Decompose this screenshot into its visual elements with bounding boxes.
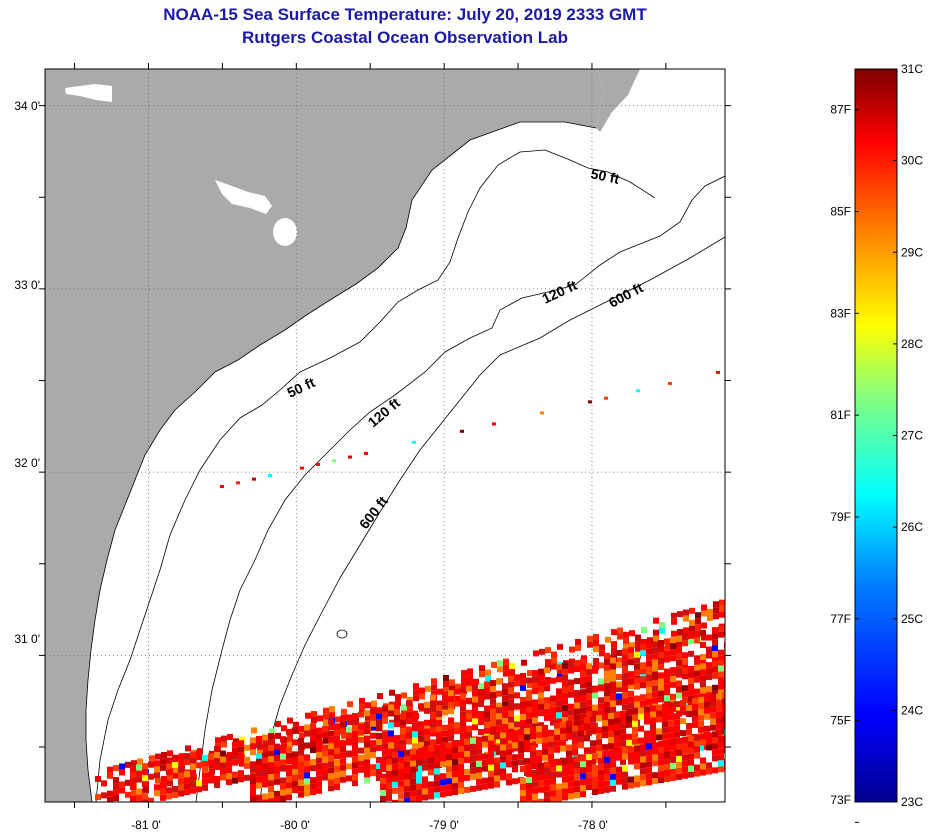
colorbar-label-fahrenheit: 73F (830, 793, 851, 807)
colorbar-label-celsius: 31C (901, 62, 923, 76)
inland-lake (65, 84, 112, 102)
colorbar-label-celsius: 23C (901, 795, 923, 809)
isobath-50ft (95, 149, 656, 802)
map-title: NOAA-15 Sea Surface Temperature: July 20… (163, 5, 647, 24)
isobath-600ft (259, 236, 725, 802)
colorbar-label-celsius: 26C (901, 520, 923, 534)
colorbar-label-fahrenheit: 87F (830, 103, 851, 117)
isobath-120ft (195, 175, 725, 802)
isobath-label-50ft: 50 ft (589, 165, 621, 187)
land-area-northeast (596, 69, 640, 132)
sst-swath (95, 370, 725, 802)
land-area (45, 69, 604, 802)
lat-label: 32 0' (14, 456, 40, 470)
colorbar-label-fahrenheit: 81F (830, 408, 851, 422)
lat-label: 34 0' (14, 99, 40, 113)
colorbar-label-celsius: 24C (901, 703, 923, 717)
lon-label: -79 0' (429, 818, 459, 832)
colorbar-label-fahrenheit: 85F (830, 205, 851, 219)
colorbar-label-celsius: 25C (901, 612, 923, 626)
colorbar-labels: 31C 30C 29C 28C 27C 26C 25C 24C 23C 87F 85F 83F 81F 7… (830, 62, 923, 823)
map-frame (44, 68, 726, 803)
lat-label: 33 0' (14, 278, 40, 292)
lat-label: 31 0' (14, 632, 40, 646)
axis-ticks (39, 63, 731, 808)
colorbar-label-fahrenheit: 77F (830, 612, 851, 626)
inland-lake (273, 218, 297, 246)
colorbar-label-celsius: 28C (901, 337, 923, 351)
lon-label: -81 0' (131, 818, 161, 832)
colorbar-label-celsius: 27C (901, 429, 923, 443)
seamount-contour (336, 629, 348, 639)
colorbar (854, 68, 898, 803)
colorbar-label-celsius: 30C (901, 154, 923, 168)
colorbar-label-fahrenheit: 83F (830, 306, 851, 320)
lon-label: -80 0' (280, 818, 310, 832)
colorbar-label-celsius: 29C (901, 245, 923, 259)
lon-label: -78 0' (578, 818, 608, 832)
gridlines (45, 69, 725, 802)
coastline (85, 121, 597, 802)
colorbar-label-fahrenheit: 79F (830, 510, 851, 524)
map-subtitle: Rutgers Coastal Ocean Observation Lab (242, 28, 568, 47)
inland-lake (215, 180, 272, 214)
colorbar-label-fahrenheit: 75F (830, 714, 851, 728)
